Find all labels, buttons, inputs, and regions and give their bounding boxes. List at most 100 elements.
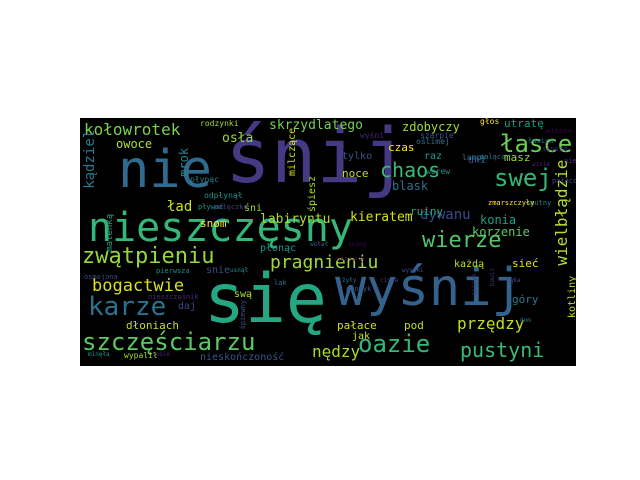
cloud-word-wysoki: wysoki xyxy=(402,267,424,274)
cloud-word-bogactwie: bogactwie xyxy=(92,276,185,296)
cloud-word-dywanu: dywanu xyxy=(420,207,471,223)
cloud-word-wiosna: wiosna xyxy=(546,127,572,135)
cloud-word-sie: się xyxy=(204,260,327,339)
cloud-word-wypalil: wypalił xyxy=(124,351,158,360)
cloud-word-zwatpieniu: zwątpieniu xyxy=(82,244,215,269)
cloud-word-sni: śni xyxy=(244,203,263,214)
cloud-word-oslimej: oślimej xyxy=(416,137,450,146)
word-cloud: śnij nie się wyśnij nieszczęsny szczęściarzu z… xyxy=(80,118,576,366)
cloud-word-nieszczesny: nieszczęsny xyxy=(88,205,353,251)
cloud-word-zmarszczyly: zmarszczyły xyxy=(488,199,535,207)
cloud-word-raz: raz xyxy=(424,151,443,162)
cloud-word-wbrew: wbrew xyxy=(426,167,451,176)
cloud-word-smutny: smutny xyxy=(526,199,552,207)
cloud-word-nieskonczonosc: nieskończoność xyxy=(200,352,285,363)
cloud-word-cisza: cisza xyxy=(380,277,399,284)
cloud-word-malenka: maleńką xyxy=(105,213,115,252)
cloud-word-glos: głos xyxy=(480,118,500,126)
cloud-word-laka: łąka xyxy=(506,277,521,284)
cloud-word-owoce: owoce xyxy=(116,137,153,151)
cloud-word-paleczke: pałęczkę xyxy=(214,203,248,211)
cloud-word-siec: sieć xyxy=(512,257,539,270)
cloud-word-noce: noce xyxy=(342,167,369,180)
cloud-word-lasce: łasce xyxy=(500,130,573,158)
cloud-word-usnal: usnął xyxy=(230,267,249,274)
cloud-word-spiesz: śpiesz xyxy=(307,175,318,212)
cloud-word-snij: śnij xyxy=(225,118,409,200)
cloud-word-plonac: płonąc xyxy=(260,243,297,254)
cloud-word-wielbladzie: wielbłądzie xyxy=(552,159,571,266)
cloud-word-labiryntu: labiryntu xyxy=(260,212,331,227)
cloud-word-promyk: promyk xyxy=(346,285,372,293)
cloud-word-wicie: wicie xyxy=(532,161,551,168)
cloud-word-wolal: wołał xyxy=(310,241,329,248)
cloud-word-osla: osła xyxy=(222,131,254,146)
cloud-word-przedzy: przędzy xyxy=(457,314,525,333)
cloud-word-bawic: bawić xyxy=(489,267,496,286)
cloud-word-czas: czas xyxy=(388,141,415,154)
cloud-word-dloniach: dłoniach xyxy=(126,319,179,332)
cloud-word-jak: jak xyxy=(352,331,371,342)
cloud-word-dni: dni xyxy=(468,155,487,166)
cloud-word-zdobyczy: zdobyczy xyxy=(402,120,460,134)
cloud-word-chaos: chaos xyxy=(380,158,441,182)
cloud-word-nedzy: nędzy xyxy=(312,342,361,361)
cloud-word-lad: ład xyxy=(167,199,193,215)
cloud-word-skrzydlatego: skrzydlatego xyxy=(269,118,363,133)
cloud-word-oazie: oazie xyxy=(358,330,431,358)
cloud-word-karze: karze xyxy=(88,292,167,322)
cloud-word-lak: lak xyxy=(274,279,287,287)
cloud-word-swa: swą xyxy=(234,289,253,300)
cloud-word-zyly: żyły xyxy=(342,277,357,284)
cloud-word-mrok: mrok xyxy=(177,147,191,177)
cloud-word-wysni: wyśni xyxy=(360,131,385,140)
cloud-word-kotliny: kotliny xyxy=(567,275,576,318)
cloud-word-odplynal: odpłynął xyxy=(204,191,243,200)
cloud-word-palace: pałace xyxy=(337,319,377,332)
cloud-word-konia: konia xyxy=(480,213,517,227)
cloud-word-ruiny: ruiny xyxy=(410,205,444,218)
cloud-word-szarpie: szarpie xyxy=(420,131,454,140)
cloud-word-kieratem: kieratem xyxy=(350,210,413,225)
cloud-word-plywac: pływać xyxy=(198,203,224,211)
cloud-word-rodzynki: rodzynki xyxy=(200,119,239,128)
cloud-word-pod: pod xyxy=(404,319,424,332)
cloud-word-wierze: wierze xyxy=(422,228,502,253)
cloud-word-spiewny: śpiewny xyxy=(239,299,247,330)
cloud-word-pierwsza: pierwsza xyxy=(156,267,190,275)
cloud-word-lasica: łasica xyxy=(528,137,554,145)
cloud-word-pragnieniu: pragnieniu xyxy=(270,252,379,273)
cloud-word-korzenie: korzenie xyxy=(472,225,530,239)
cloud-word-osmojona: osmojona xyxy=(84,273,118,281)
cloud-word-blask: blask xyxy=(392,179,429,193)
cloud-word-kadziel: kądziel xyxy=(82,129,98,189)
cloud-word-niczym: niczym xyxy=(471,273,478,296)
cloud-word-kazda: każdą xyxy=(454,259,485,270)
cloud-word-swej: swej xyxy=(494,164,552,192)
cloud-word-plynac: płynąc xyxy=(190,175,219,184)
cloud-word-snie: snie xyxy=(206,265,231,276)
cloud-word-daj: daj xyxy=(178,301,197,312)
cloud-word-nieszczesnik: nieszczęśnik xyxy=(148,293,199,301)
cloud-word-wysnij: wyśnij xyxy=(335,258,523,318)
cloud-word-minela: minęła xyxy=(88,351,110,358)
cloud-word-tylko: tylko xyxy=(342,151,373,162)
cloud-word-uspiony: uśpiony xyxy=(336,255,366,263)
cloud-word-sobie: sobie xyxy=(152,351,171,358)
cloud-word-milczace: milczące xyxy=(287,127,298,176)
cloud-word-nieba: nieba xyxy=(564,157,576,165)
cloud-word-dom: dom xyxy=(520,317,531,324)
cloud-word-szczesciarzu: szczęściarzu xyxy=(82,328,256,356)
cloud-word-gory: góry xyxy=(512,293,539,306)
cloud-word-pustyni: pustyni xyxy=(460,338,545,362)
cloud-word-nie: nie xyxy=(118,140,212,200)
cloud-word-kolowrotek: kołowrotek xyxy=(84,120,181,139)
cloud-word-palaca: paląca xyxy=(480,153,506,161)
cloud-word-palacowy: pałacowy xyxy=(552,177,576,185)
cloud-word-snieg: śnieg xyxy=(348,241,367,248)
cloud-word-lampy: lampy xyxy=(462,153,487,162)
cloud-word-snom: snom xyxy=(200,217,227,230)
cloud-word-slysze: słyszę xyxy=(542,145,568,153)
cloud-word-utrate: utratę xyxy=(504,118,544,130)
cloud-word-masz: masz xyxy=(504,151,531,164)
